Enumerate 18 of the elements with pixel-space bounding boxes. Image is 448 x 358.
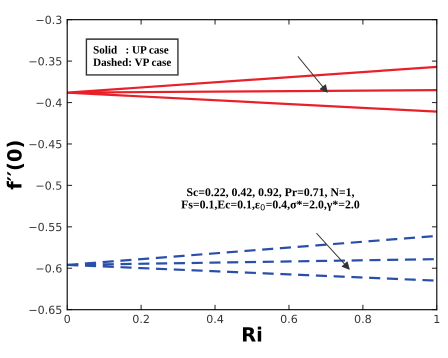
- y-tick-label: −0.5: [36, 181, 62, 190]
- annotation: Sc=0.22, 0.42, 0.92, Pr=0.71, N=1, Fs=0.1,Ec=0.1,ε$_{0}$=0.4,σ*=2.0,γ*=2.0: [181, 188, 360, 211]
- y-tick-label: −0.45: [29, 140, 62, 148]
- y-tick-label: −0.3: [36, 16, 62, 24]
- x-tick-label: 0.4: [206, 314, 224, 324]
- y-tick-label: −0.35: [29, 57, 62, 66]
- y-axis-title: f′′(0): [6, 141, 24, 190]
- x-tick-label: 1: [434, 314, 440, 323]
- y-tick-label: −0.55: [29, 222, 62, 232]
- y-tick-label: −0.65: [29, 306, 62, 314]
- annotation: Solid : UP case Dashed: VP case: [93, 46, 171, 66]
- x-tick-label: 0.2: [133, 314, 149, 324]
- x-tick-label: 0: [64, 314, 70, 324]
- x-tick-label: 0.6: [280, 314, 298, 324]
- y-tick-label: −0.4: [36, 98, 62, 107]
- y-tick-label: −0.6: [36, 264, 62, 273]
- x-tick-label: 0.8: [354, 314, 371, 324]
- x-axis-title: Ri: [242, 326, 262, 342]
